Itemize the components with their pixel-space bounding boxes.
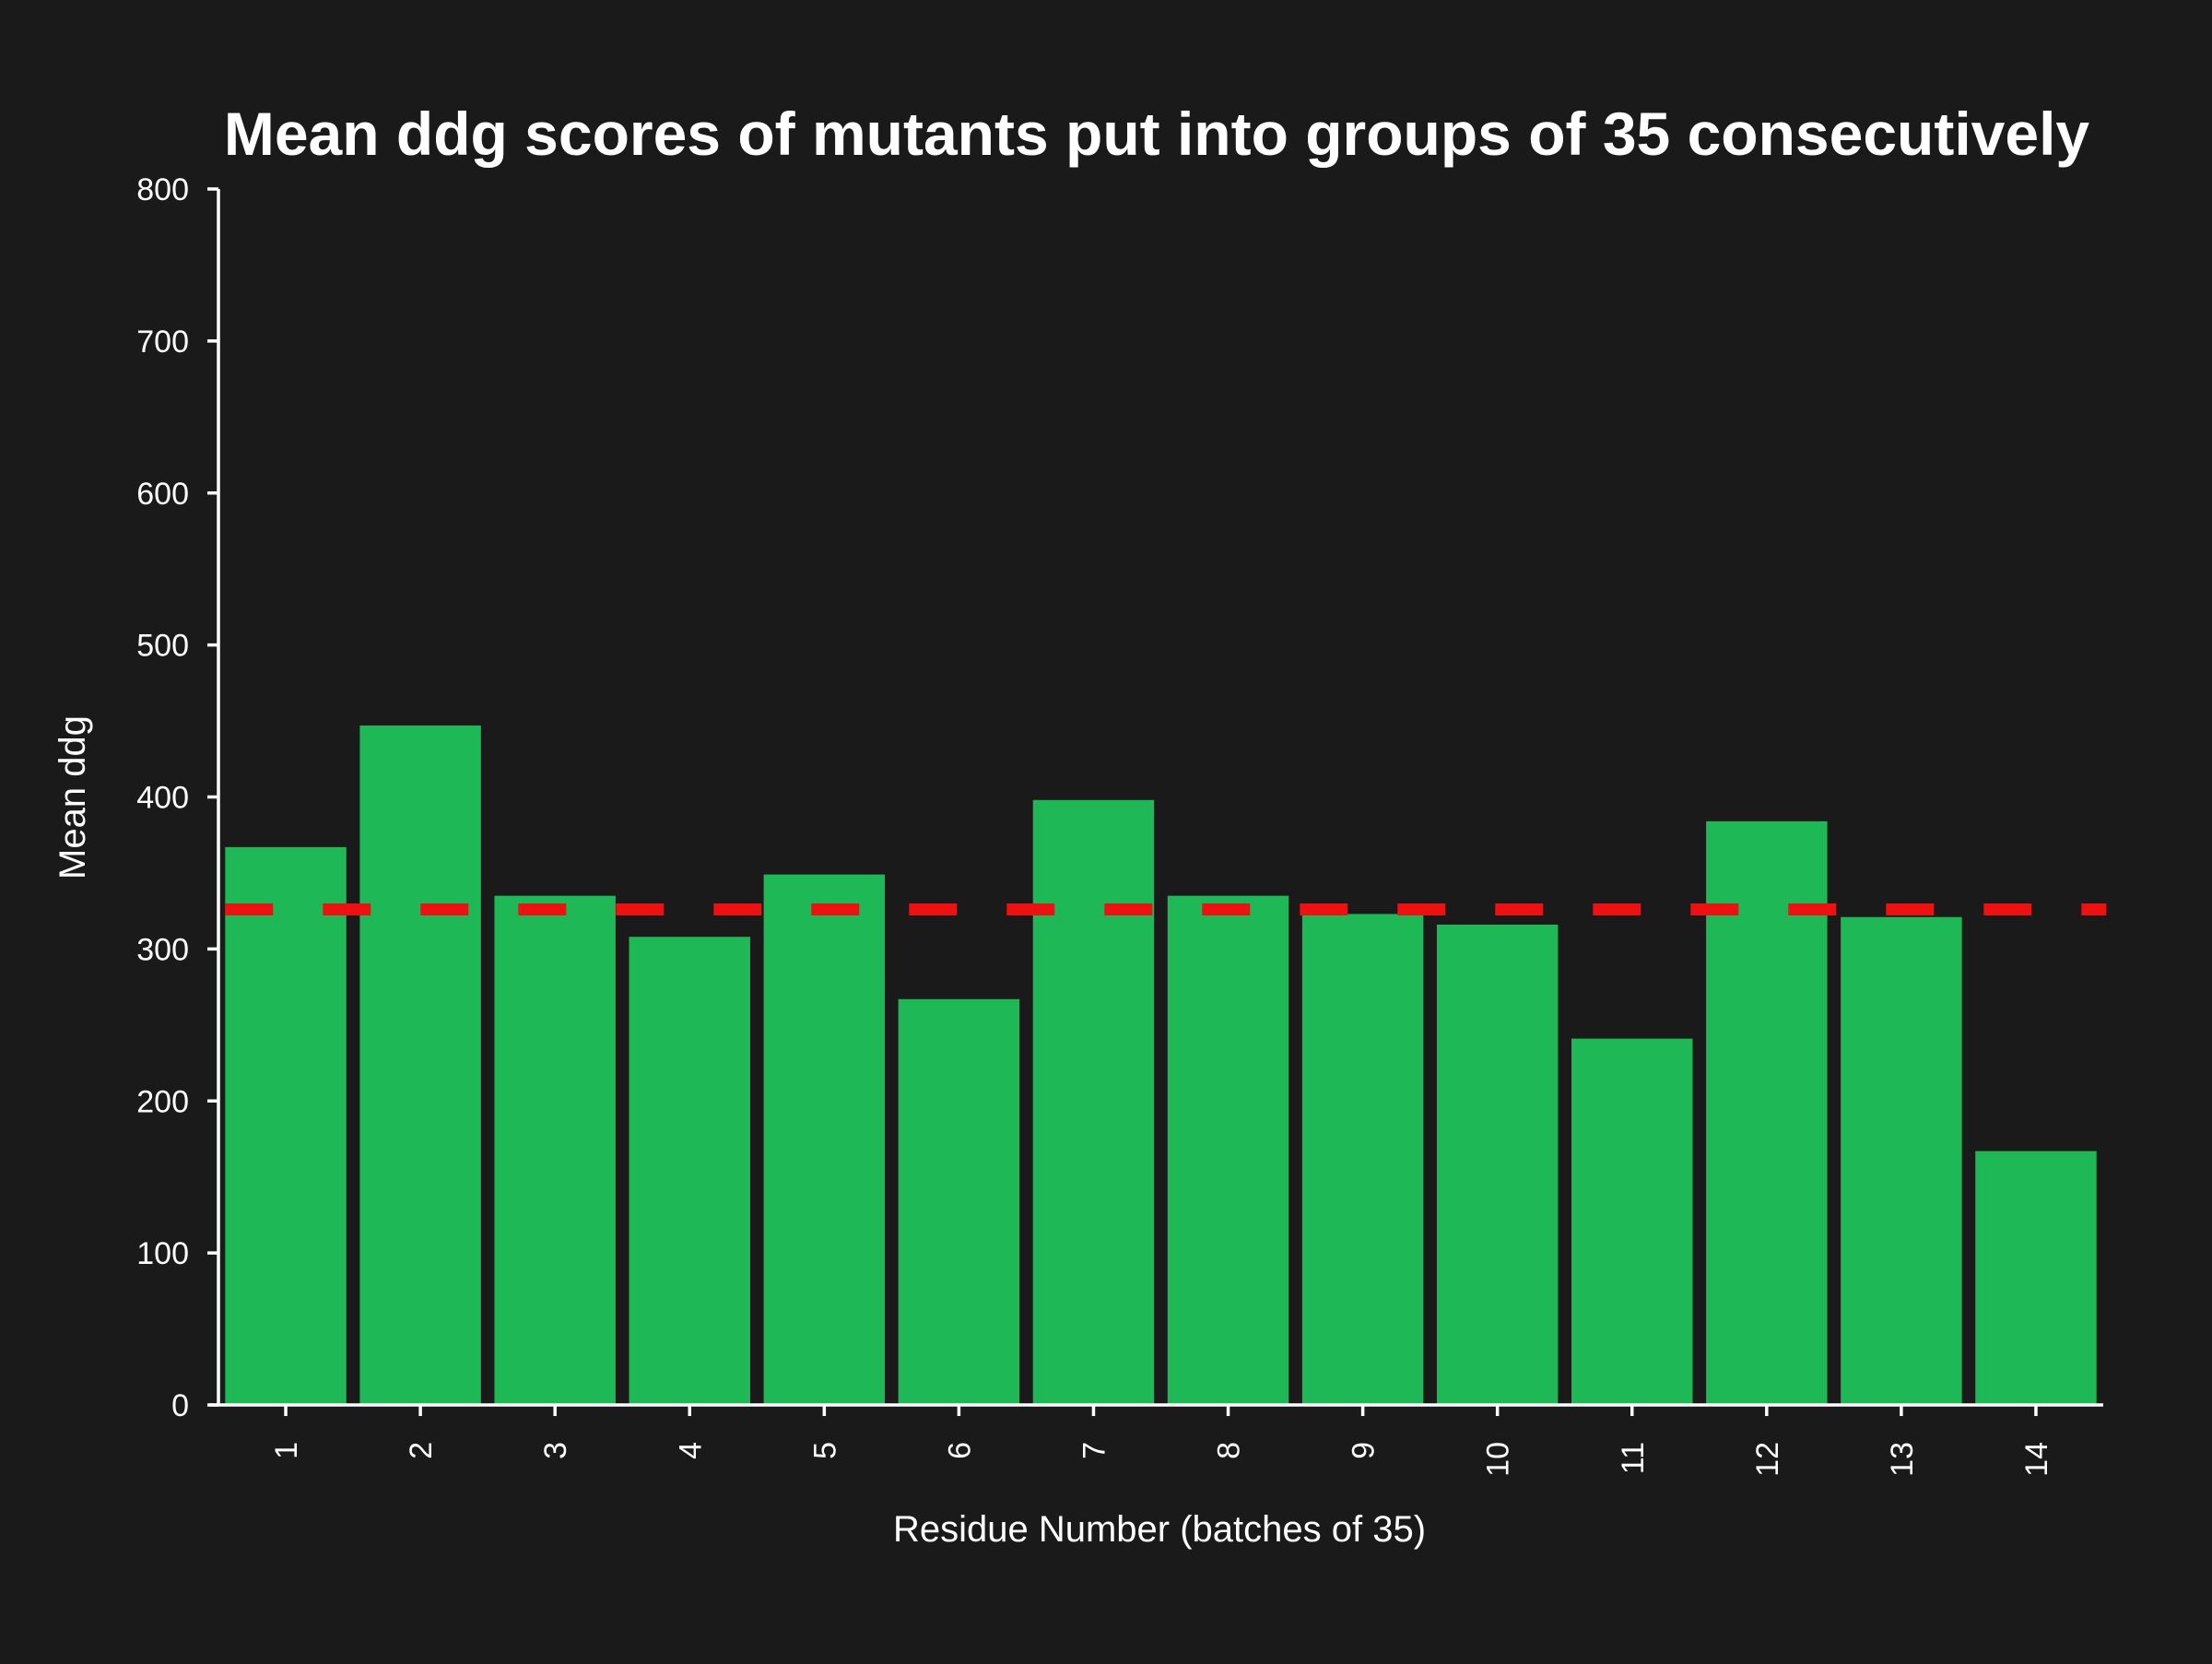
x-tick-label-10: 10: [1481, 1442, 1516, 1477]
bars-layer: [225, 726, 2097, 1405]
bar-11: [1571, 1038, 1693, 1405]
bar-14: [1975, 1151, 2097, 1405]
chart-title: Mean ddg scores of mutants put into grou…: [224, 100, 2090, 168]
bar-5: [763, 874, 886, 1405]
y-tick-label-500: 500: [136, 629, 189, 664]
x-tick-label-4: 4: [673, 1442, 708, 1459]
x-tick-label-3: 3: [538, 1442, 573, 1459]
y-tick-label-0: 0: [171, 1388, 189, 1423]
x-tick-label-1: 1: [269, 1442, 304, 1459]
bar-9: [1301, 914, 1424, 1405]
y-tick-label-600: 600: [136, 477, 189, 512]
x-tick-label-2: 2: [404, 1442, 439, 1459]
bar-3: [494, 895, 616, 1405]
x-tick-label-7: 7: [1077, 1442, 1112, 1459]
y-tick-label-800: 800: [136, 172, 189, 207]
x-tick-label-13: 13: [1885, 1442, 1920, 1477]
y-tick-label-200: 200: [136, 1084, 189, 1119]
bar-4: [629, 937, 750, 1405]
bar-12: [1706, 820, 1828, 1405]
x-tick-label-8: 8: [1212, 1442, 1247, 1459]
bar-2: [359, 726, 481, 1405]
bar-6: [898, 998, 1020, 1405]
x-axis-label: Residue Number (batches of 35): [893, 1509, 1426, 1550]
x-tick-label-11: 11: [1616, 1442, 1651, 1474]
bar-8: [1167, 895, 1289, 1405]
bar-7: [1032, 799, 1155, 1405]
bar-10: [1436, 924, 1559, 1405]
x-tick-label-9: 9: [1347, 1442, 1382, 1459]
x-tick-label-14: 14: [2019, 1442, 2054, 1477]
y-axis-label: Mean ddg: [53, 715, 93, 879]
y-tick-label-100: 100: [136, 1236, 189, 1271]
x-tick-label-5: 5: [807, 1442, 842, 1459]
bar-1: [225, 846, 347, 1405]
y-tick-label-700: 700: [136, 325, 189, 360]
x-tick-label-6: 6: [942, 1442, 977, 1459]
y-tick-label-400: 400: [136, 781, 189, 816]
y-tick-label-300: 300: [136, 932, 189, 967]
x-tick-label-12: 12: [1750, 1442, 1785, 1477]
bar-13: [1841, 916, 1962, 1405]
